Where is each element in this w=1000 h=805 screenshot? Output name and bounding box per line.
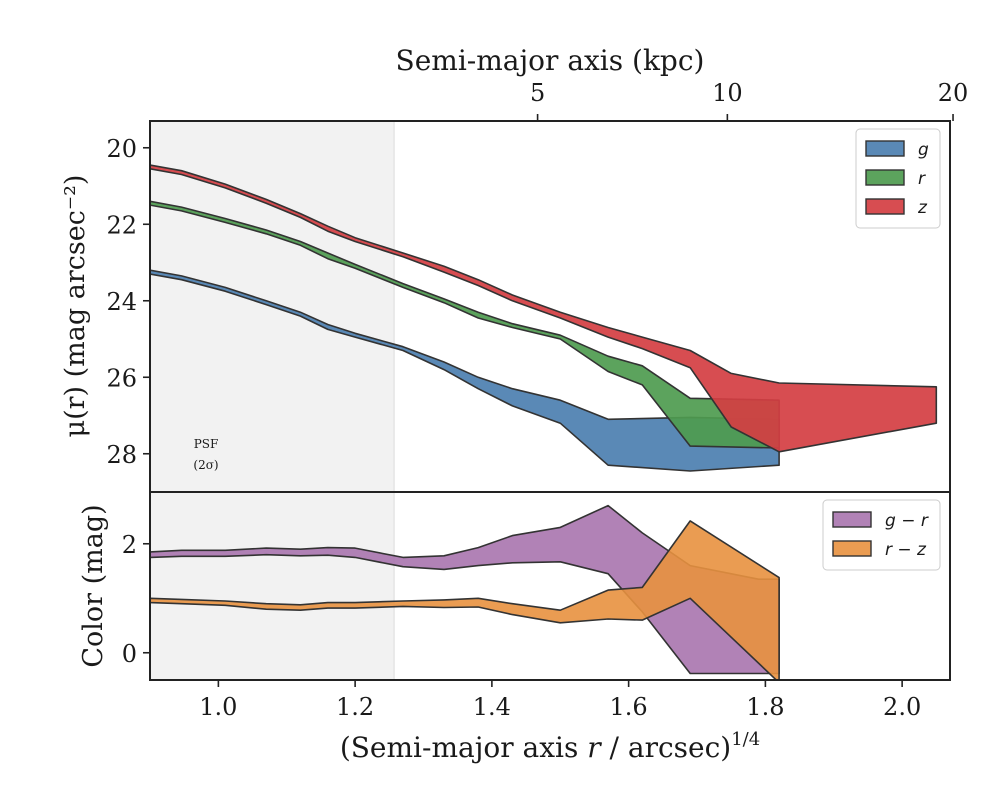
x-tick-label: 1.4 <box>473 693 511 721</box>
y-tick-label: 22 <box>106 211 137 239</box>
top-x-tick-label: 10 <box>712 79 743 107</box>
legend-swatch-g-r <box>832 511 872 528</box>
psf-shaded-region-color <box>150 492 395 680</box>
legend-label-g: g <box>918 140 929 160</box>
band-g <box>150 269 780 472</box>
top-x-tick-label: 20 <box>938 79 969 107</box>
x-tick-label: 1.8 <box>746 693 784 721</box>
x-tick-label: 1.2 <box>336 693 374 721</box>
y-axis-label-bottom: Color (mag) <box>78 504 109 667</box>
y-tick-label: 20 <box>106 135 137 163</box>
y-tick-label: 0 <box>122 640 137 668</box>
x-axis-label: (Semi-major axis r / arcsec)1/4 <box>340 729 760 764</box>
legend-swatch-z <box>865 198 905 215</box>
bottom-panel-frame <box>149 491 951 681</box>
legend-label-r: r <box>918 169 926 189</box>
y-tick-label: 24 <box>106 288 137 316</box>
band-r-z <box>150 520 780 680</box>
legend-label-z: z <box>917 198 928 218</box>
legend-swatch-r-z <box>832 540 872 557</box>
y-tick-label: 26 <box>106 364 137 392</box>
band-z <box>150 164 938 453</box>
top-axis-label: Semi-major axis (kpc) <box>396 44 705 77</box>
legend-swatch-g <box>865 140 905 157</box>
legend-swatch-r <box>865 169 905 186</box>
legend-colors: g − r r − z <box>822 499 941 571</box>
color-panel: 0 2 1.0 1.2 1.4 1.6 1.8 2.0 Color (mag) (Semi-… <box>78 492 941 764</box>
x-tick-label: 1.6 <box>610 693 648 721</box>
psf-sigma-label: (2σ) <box>193 458 218 472</box>
y-tick-label: 2 <box>122 531 137 559</box>
top-x-tick-label: 5 <box>530 79 545 107</box>
psf-label: PSF <box>194 437 219 451</box>
x-tick-label: 1.0 <box>199 693 237 721</box>
legend-label-g-r: g − r <box>885 511 929 531</box>
x-tick-label: 2.0 <box>883 693 921 721</box>
y-axis-label-top: μ(r) (mag arcsec⁻²) <box>60 175 91 438</box>
legend-label-r-z: r − z <box>885 540 927 560</box>
y-tick-label: 28 <box>106 441 137 469</box>
legend-bands: grz <box>855 128 941 229</box>
